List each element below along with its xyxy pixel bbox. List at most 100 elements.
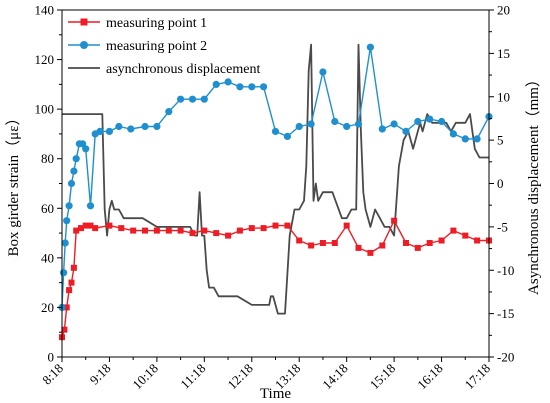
right-y-tick-label: -5 [497, 219, 508, 234]
legend: measuring point 1 measuring point 2 asyn… [68, 16, 260, 77]
x-tick-label: 16:18 [414, 361, 446, 393]
data-point-circle [295, 122, 303, 131]
data-point-circle [402, 127, 410, 135]
data-point-square [177, 227, 184, 234]
data-point-circle [461, 135, 469, 143]
data-point-circle [70, 167, 78, 175]
data-point-circle [414, 117, 422, 126]
data-point-square [66, 287, 73, 294]
legend-label-measuring-point-1: measuring point 1 [106, 16, 207, 31]
data-point-square [308, 242, 315, 249]
data-point-square [63, 304, 70, 311]
data-point-square [248, 225, 255, 232]
left-y-tick-label: 0 [48, 350, 55, 365]
data-point-square [319, 240, 326, 246]
data-point-circle [115, 122, 123, 131]
legend-item-measuring-point-2: measuring point 2 [68, 39, 207, 54]
data-point-circle [153, 122, 161, 131]
data-point-circle [343, 122, 351, 131]
data-point-square [225, 232, 232, 239]
data-point-square [142, 227, 148, 234]
left-y-tick-label: 20 [41, 300, 54, 315]
data-point-square [367, 249, 374, 256]
left-y-axis-title: Box girder strain（με） [5, 111, 22, 257]
data-point-square [106, 222, 113, 229]
data-point-circle [86, 202, 95, 210]
data-point-circle [82, 145, 90, 153]
data-point-circle [200, 95, 208, 103]
data-point-square [87, 222, 94, 229]
data-point-circle [65, 202, 73, 210]
left-y-tick-label: 100 [35, 102, 55, 117]
axis-ticks: 0 20 40 60 80 100 120 140 -20 -15 -10 -5 0 5 10 15 20 8:1… [35, 3, 515, 393]
data-point-square [331, 240, 338, 246]
data-point-circle [366, 43, 374, 51]
data-point-square [426, 240, 433, 246]
data-point-square [284, 222, 291, 229]
data-point-square [236, 227, 243, 234]
right-y-tick-label: 15 [497, 46, 510, 61]
data-point-circle [331, 117, 339, 126]
data-point-circle [473, 135, 481, 143]
x-tick-label: 11:18 [177, 361, 208, 392]
data-point-circle [449, 130, 457, 138]
right-y-tick-label: 0 [497, 176, 504, 191]
data-point-square [68, 279, 75, 286]
data-point-square [379, 242, 386, 249]
data-point-circle [165, 108, 173, 116]
left-y-tick-label: 140 [35, 3, 55, 18]
data-point-circle [141, 122, 149, 131]
left-y-tick-label: 60 [41, 201, 54, 216]
legend-label-asynchronous-displacement: asynchronous displacement [106, 62, 260, 77]
data-point-circle [224, 78, 232, 86]
data-point-circle [260, 83, 268, 91]
data-point-square [462, 232, 469, 239]
right-y-tick-label: 10 [497, 89, 510, 104]
data-point-square [78, 225, 84, 232]
legend-label-measuring-point-2: measuring point 2 [106, 39, 207, 54]
data-point-circle [236, 83, 244, 91]
x-tick-label: 17:18 [462, 361, 494, 393]
data-point-square [213, 230, 220, 237]
data-point-circle [72, 155, 80, 163]
data-point-circle [319, 68, 327, 76]
x-axis-title: Time [260, 386, 291, 402]
legend-marker-square [80, 18, 88, 26]
data-point-circle [63, 217, 71, 225]
right-y-tick-label: 20 [497, 3, 510, 18]
data-point-circle [177, 95, 185, 103]
data-point-circle [212, 80, 220, 88]
data-point-square [474, 237, 481, 244]
left-y-tick-label: 120 [35, 52, 55, 67]
data-point-square [73, 227, 80, 234]
x-tick-label: 15:18 [367, 361, 399, 393]
left-y-tick-label: 80 [41, 151, 54, 166]
right-y-tick-label: -15 [497, 306, 514, 321]
legend-marker-circle [80, 41, 88, 49]
data-point-square [165, 227, 172, 234]
data-point-circle [307, 120, 315, 128]
series-line-asynchronous-displacement [62, 43, 489, 315]
data-point-circle [378, 125, 386, 133]
x-tick-label: 9:18 [87, 361, 114, 388]
x-tick-label: 8:18 [39, 361, 66, 388]
data-point-square [272, 222, 279, 229]
data-point-square [343, 222, 350, 229]
data-point-circle [96, 127, 104, 135]
data-point-circle [67, 179, 76, 188]
data-point-square [391, 217, 398, 224]
data-point-square [70, 264, 77, 271]
x-tick-label: 12:18 [224, 361, 256, 393]
data-point-circle [61, 239, 69, 247]
data-point-circle [426, 115, 434, 123]
right-y-tick-label: 5 [497, 133, 504, 148]
data-point-square [189, 230, 196, 237]
data-point-circle [60, 269, 68, 277]
right-y-tick-label: -20 [497, 350, 514, 365]
data-point-circle [390, 120, 398, 128]
series-line-measuring-point-1 [61, 219, 489, 338]
data-point-circle [271, 127, 280, 135]
data-point-square [414, 244, 421, 251]
data-point-circle [248, 83, 256, 91]
